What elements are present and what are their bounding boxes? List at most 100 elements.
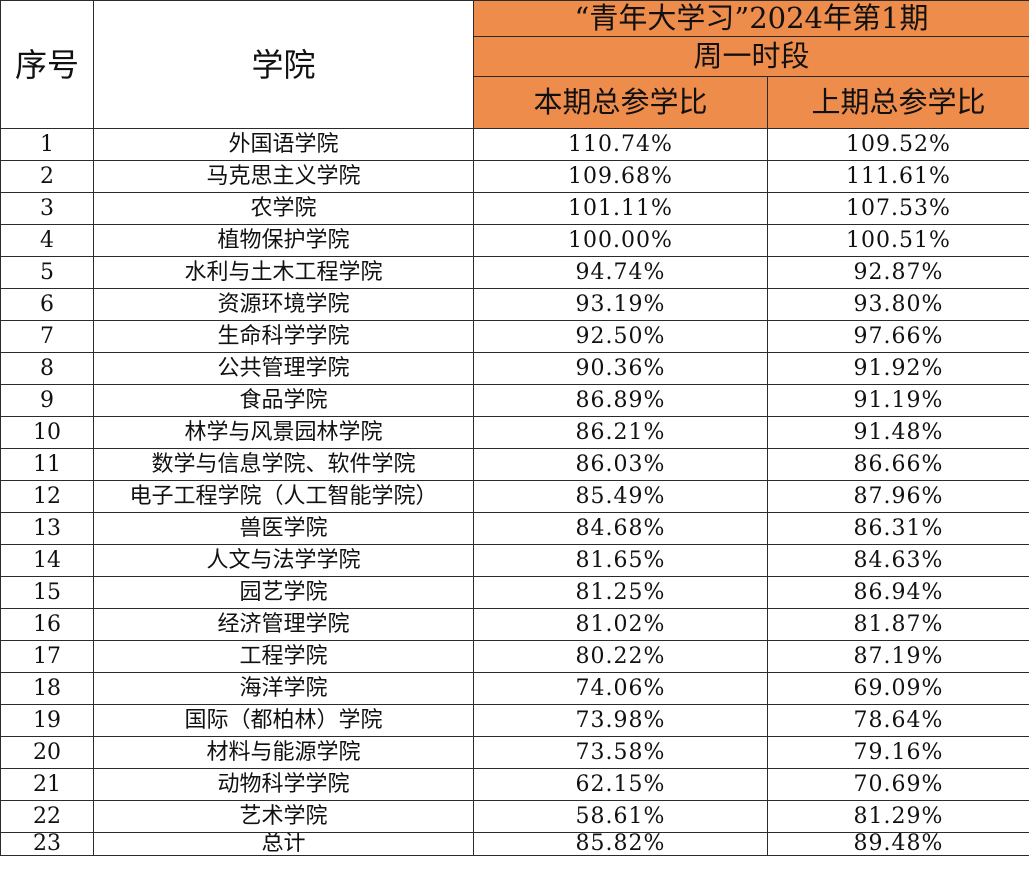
row-current: 80.22% [473,640,768,673]
row-index: 6 [0,288,94,321]
table-row-total: 23 总计 85.82% 89.48% [0,832,1029,856]
row-college: 经济管理学院 [93,608,474,641]
row-college: 公共管理学院 [93,352,474,385]
row-previous: 81.29% [767,800,1029,833]
row-college: 兽医学院 [93,512,474,545]
row-college: 水利与土木工程学院 [93,256,474,289]
row-index: 3 [0,192,94,225]
row-index: 23 [0,832,94,856]
table-row: 13 兽医学院 84.68% 86.31% [0,512,1029,545]
row-previous: 69.09% [767,672,1029,705]
header-college: 学院 [93,0,474,129]
row-college: 海洋学院 [93,672,474,705]
row-previous: 86.94% [767,576,1029,609]
row-previous: 87.19% [767,640,1029,673]
row-college: 园艺学院 [93,576,474,609]
row-index: 13 [0,512,94,545]
row-current: 90.36% [473,352,768,385]
header-current: 本期总参学比 [473,76,768,129]
row-index: 17 [0,640,94,673]
row-college: 艺术学院 [93,800,474,833]
row-college: 电子工程学院（人工智能学院） [93,480,474,513]
row-previous: 70.69% [767,768,1029,801]
row-previous: 87.96% [767,480,1029,513]
row-previous: 111.61% [767,160,1029,193]
row-college: 国际（都柏林）学院 [93,704,474,737]
row-index: 14 [0,544,94,577]
row-previous: 91.48% [767,416,1029,449]
table-row: 21 动物科学学院 62.15% 70.69% [0,768,1029,801]
row-current: 100.00% [473,224,768,257]
table-row: 8 公共管理学院 90.36% 91.92% [0,352,1029,385]
row-index: 2 [0,160,94,193]
row-current: 93.19% [473,288,768,321]
row-current: 86.03% [473,448,768,481]
row-current: 86.21% [473,416,768,449]
header-title: “青年大学习”2024年第1期 [473,0,1029,37]
row-index: 11 [0,448,94,481]
table-row: 2 马克思主义学院 109.68% 111.61% [0,160,1029,193]
row-previous: 79.16% [767,736,1029,769]
table-row: 9 食品学院 86.89% 91.19% [0,384,1029,417]
row-college: 食品学院 [93,384,474,417]
row-previous: 86.66% [767,448,1029,481]
row-current: 110.74% [473,128,768,161]
table-row: 5 水利与土木工程学院 94.74% 92.87% [0,256,1029,289]
row-previous: 86.31% [767,512,1029,545]
row-index: 16 [0,608,94,641]
row-college: 动物科学学院 [93,768,474,801]
row-current: 92.50% [473,320,768,353]
row-college: 马克思主义学院 [93,160,474,193]
row-college: 外国语学院 [93,128,474,161]
row-index: 9 [0,384,94,417]
row-index: 22 [0,800,94,833]
row-current: 58.61% [473,800,768,833]
row-index: 18 [0,672,94,705]
table-row: 10 林学与风景园林学院 86.21% 91.48% [0,416,1029,449]
table-row: 22 艺术学院 58.61% 81.29% [0,800,1029,833]
row-previous: 92.87% [767,256,1029,289]
table-row: 16 经济管理学院 81.02% 81.87% [0,608,1029,641]
header-period: 周一时段 [473,36,1029,77]
row-index: 12 [0,480,94,513]
table-row: 15 园艺学院 81.25% 86.94% [0,576,1029,609]
row-college: 总计 [93,832,474,856]
row-index: 10 [0,416,94,449]
table-row: 12 电子工程学院（人工智能学院） 85.49% 87.96% [0,480,1029,513]
row-previous: 93.80% [767,288,1029,321]
row-previous: 107.53% [767,192,1029,225]
row-index: 15 [0,576,94,609]
row-index: 20 [0,736,94,769]
row-index: 1 [0,128,94,161]
row-current: 73.98% [473,704,768,737]
row-current: 62.15% [473,768,768,801]
table-row: 1 外国语学院 110.74% 109.52% [0,128,1029,161]
row-index: 7 [0,320,94,353]
table-row: 7 生命科学学院 92.50% 97.66% [0,320,1029,353]
row-current: 81.65% [473,544,768,577]
row-current: 81.25% [473,576,768,609]
row-college: 工程学院 [93,640,474,673]
row-current: 101.11% [473,192,768,225]
table-row: 3 农学院 101.11% 107.53% [0,192,1029,225]
row-index: 19 [0,704,94,737]
row-current: 94.74% [473,256,768,289]
row-previous: 89.48% [767,832,1029,856]
header-index: 序号 [0,0,94,129]
row-current: 109.68% [473,160,768,193]
row-current: 74.06% [473,672,768,705]
row-college: 数学与信息学院、软件学院 [93,448,474,481]
table-row: 14 人文与法学学院 81.65% 84.63% [0,544,1029,577]
row-index: 5 [0,256,94,289]
table-row: 4 植物保护学院 100.00% 100.51% [0,224,1029,257]
row-current: 86.89% [473,384,768,417]
table-row: 19 国际（都柏林）学院 73.98% 78.64% [0,704,1029,737]
row-college: 植物保护学院 [93,224,474,257]
row-previous: 84.63% [767,544,1029,577]
row-index: 4 [0,224,94,257]
table-row: 6 资源环境学院 93.19% 93.80% [0,288,1029,321]
row-college: 林学与风景园林学院 [93,416,474,449]
table-row: 11 数学与信息学院、软件学院 86.03% 86.66% [0,448,1029,481]
row-college: 生命科学学院 [93,320,474,353]
